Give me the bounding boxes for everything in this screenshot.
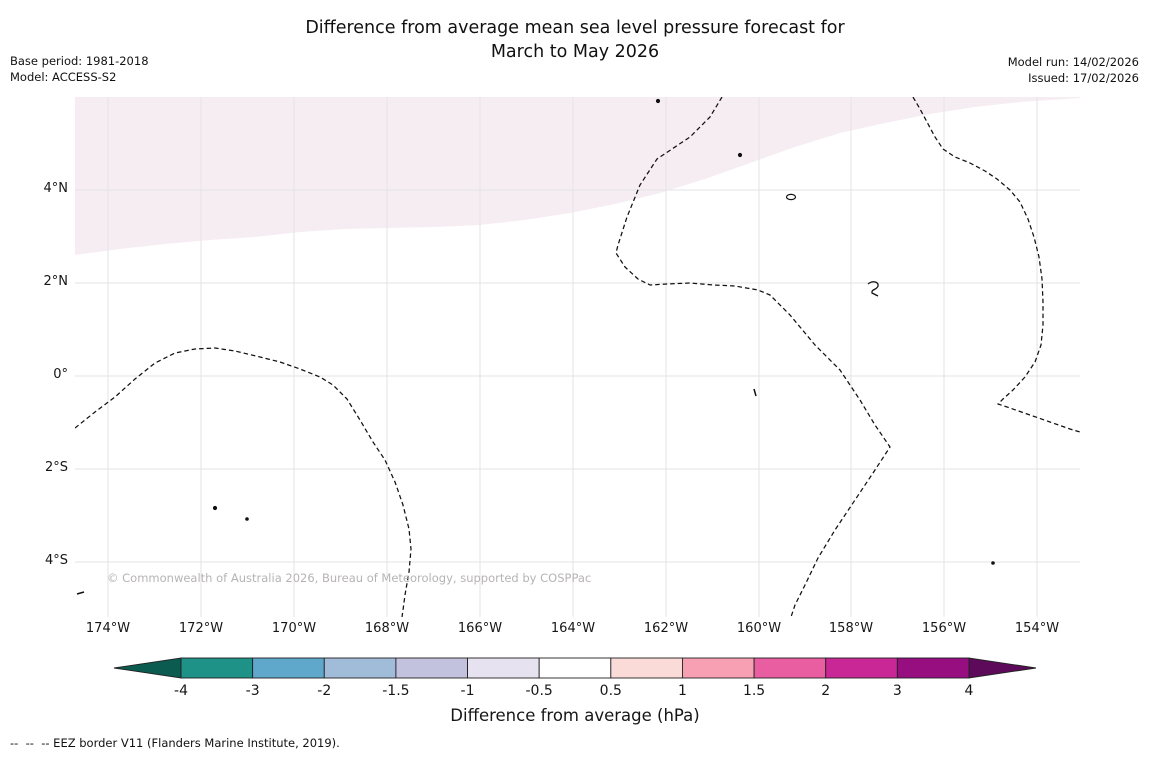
chart-title-line1: Difference from average mean sea level p… <box>305 18 845 38</box>
island-dot <box>737 152 743 158</box>
island-tick <box>76 591 85 595</box>
lon-tick-label: 170°W <box>271 621 317 636</box>
colorbar-segment <box>610 657 683 679</box>
lon-tick-label: 160°W <box>736 621 782 636</box>
eez-border-west <box>74 347 412 618</box>
island-dot <box>991 561 995 565</box>
colorbar-segment <box>825 657 898 679</box>
lat-tick-label: 2°S <box>44 460 68 475</box>
colorbar-segment <box>538 657 612 679</box>
lon-tick-label: 168°W <box>364 621 410 636</box>
model-run-text: Model run: 14/02/2026 <box>1007 55 1139 69</box>
atoll-ring-island <box>785 193 797 201</box>
colorbar-tick-label: -1 <box>460 683 475 699</box>
model-text: Model: ACCESS-S2 <box>10 70 117 84</box>
island-dot <box>655 98 661 104</box>
lon-tick-label: 164°W <box>550 621 596 636</box>
colorbar-tick-label: -4 <box>174 683 188 699</box>
colorbar-tick-label: -2 <box>317 683 332 699</box>
hook-shaped-island <box>867 281 879 297</box>
colorbar-tick-label: 0.5 <box>599 683 622 699</box>
colorbar-label: Difference from average (hPa) <box>450 706 700 725</box>
map-svg <box>74 96 1081 618</box>
colorbar-tick-label: 2 <box>821 683 831 699</box>
gridlines <box>75 97 1080 617</box>
island-tick <box>753 388 757 397</box>
lon-tick-label: 172°W <box>178 621 224 636</box>
run-info-block: Model run: 14/02/2026 Issued: 17/02/2026 <box>1008 54 1139 86</box>
lon-tick-label: 156°W <box>921 621 967 636</box>
positive-anomaly-region <box>75 97 1080 255</box>
colorbar-segment <box>323 657 397 679</box>
colorbar-segment <box>753 657 827 679</box>
lat-tick-label: 0° <box>53 367 68 382</box>
lat-tick-label: 2°N <box>43 274 69 289</box>
eez-borders <box>74 96 1081 618</box>
colorbar-tick-label: 3 <box>892 683 902 699</box>
colorbar-tick-label: 1 <box>677 683 687 699</box>
lat-tick-label: 4°S <box>44 553 68 568</box>
lon-tick-label: 158°W <box>828 621 874 636</box>
model-info-block: Base period: 1981-2018 Model: ACCESS-S2 <box>10 53 149 85</box>
lon-tick-label: 162°W <box>643 621 689 636</box>
island-marks <box>76 98 995 595</box>
colorbar-tick-label: -1.5 <box>382 683 410 699</box>
eez-legend-text: EEZ border V11 (Flanders Marine Institut… <box>49 736 340 750</box>
colorbar-segment <box>252 657 325 679</box>
chart-title-line2: March to May 2026 <box>490 42 660 62</box>
colorbar-segment <box>896 657 970 679</box>
lat-tick-label: 4°N <box>43 181 69 196</box>
colorbar-left-arrow <box>113 657 182 679</box>
colorbar-right-arrow <box>968 657 1037 679</box>
island-dot <box>245 517 249 521</box>
colorbar-tick-label: -3 <box>245 683 260 699</box>
island-dot <box>212 505 218 511</box>
colorbar <box>113 657 1037 679</box>
copyright-text: © Commonwealth of Australia 2026, Bureau… <box>107 571 592 585</box>
issued-text: Issued: 17/02/2026 <box>1028 71 1139 85</box>
eez-border-central <box>615 96 891 618</box>
eez-legend: -- -- -- EEZ border V11 (Flanders Marine… <box>10 736 340 750</box>
colorbar-segment <box>395 657 468 679</box>
colorbar-tick-label: 4 <box>964 683 974 699</box>
base-period-text: Base period: 1981-2018 <box>10 54 149 68</box>
lon-tick-label: 166°W <box>457 621 503 636</box>
eez-border-east <box>912 96 1081 433</box>
lon-tick-label: 174°W <box>85 621 131 636</box>
map-canvas <box>74 96 1081 618</box>
colorbar-segment <box>467 657 540 679</box>
colorbar-tick-label: 1.5 <box>742 683 766 699</box>
colorbar-segment <box>180 657 254 679</box>
colorbar-segment <box>682 657 755 679</box>
lon-tick-label: 154°W <box>1014 621 1060 636</box>
eez-dash-sample: -- -- -- <box>10 736 50 750</box>
colorbar-tick-label: -0.5 <box>525 683 553 699</box>
